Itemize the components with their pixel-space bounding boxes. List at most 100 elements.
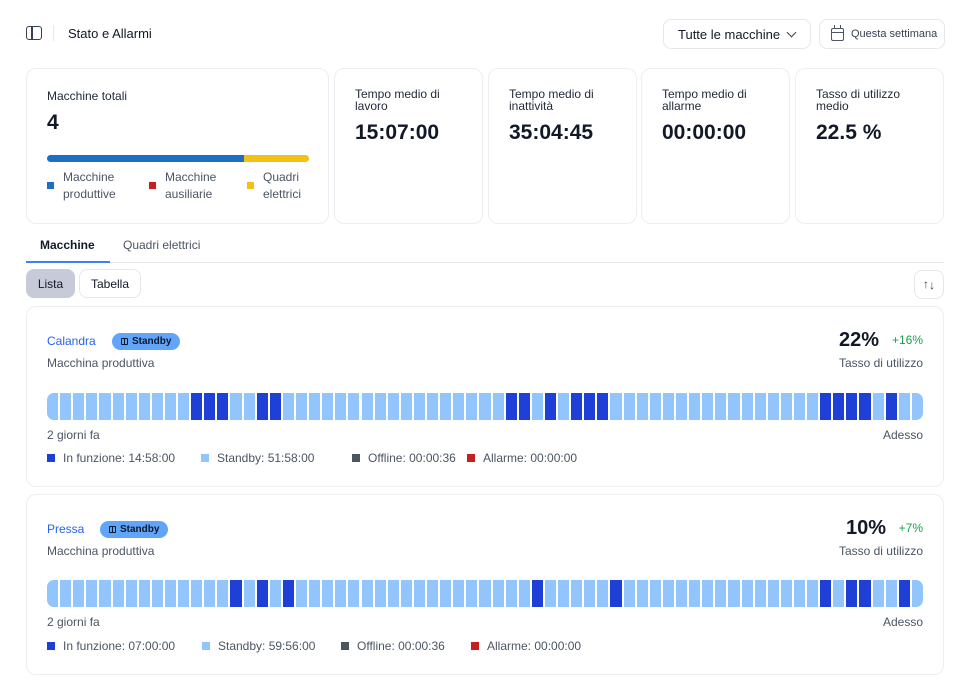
timeline-segment-standby[interactable] (164, 393, 177, 420)
timeline-segment-running[interactable] (269, 393, 281, 420)
period-picker-button[interactable]: Questa settimana (819, 19, 945, 49)
timeline-segment-standby[interactable] (780, 393, 792, 420)
timeline-segment-standby[interactable] (295, 580, 308, 607)
timeline-segment-running[interactable] (846, 580, 858, 607)
timeline-segment-standby[interactable] (872, 393, 884, 420)
timeline-segment-standby[interactable] (440, 580, 452, 607)
timeline-segment-standby[interactable] (793, 580, 806, 607)
timeline-segment-standby[interactable] (741, 393, 753, 420)
timeline-segment-standby[interactable] (387, 393, 399, 420)
timeline-segment-standby[interactable] (807, 393, 819, 420)
timeline-segment-running[interactable] (256, 393, 268, 420)
machine-name[interactable]: Pressa (47, 522, 85, 536)
timeline-segment-running[interactable] (885, 393, 897, 420)
timeline-segment-standby[interactable] (479, 580, 491, 607)
timeline-segment-standby[interactable] (623, 580, 635, 607)
sort-button[interactable]: ↑ ↓ (914, 270, 944, 299)
timeline-segment-standby[interactable] (151, 580, 163, 607)
timeline-segment-standby[interactable] (558, 393, 570, 420)
timeline-segment-running[interactable] (833, 393, 845, 420)
timeline-segment-standby[interactable] (741, 580, 753, 607)
timeline-segment-standby[interactable] (649, 393, 661, 420)
timeline-segment-standby[interactable] (584, 580, 596, 607)
timeline-segment-standby[interactable] (885, 580, 897, 607)
tab-macchine[interactable]: Macchine (40, 238, 95, 252)
timeline-segment-standby[interactable] (911, 580, 923, 607)
timeline-segment-standby[interactable] (636, 393, 648, 420)
timeline-segment-standby[interactable] (178, 393, 190, 420)
timeline-segment-standby[interactable] (715, 393, 727, 420)
timeline-segment-standby[interactable] (898, 393, 910, 420)
timeline-segment-standby[interactable] (400, 580, 412, 607)
timeline-segment-standby[interactable] (780, 580, 792, 607)
timeline-segment-standby[interactable] (715, 580, 727, 607)
timeline-segment-standby[interactable] (453, 580, 465, 607)
timeline-segment-running[interactable] (859, 393, 871, 420)
timeline-segment-standby[interactable] (335, 393, 347, 420)
timeline-segment-running[interactable] (584, 393, 596, 420)
timeline-segment-running[interactable] (518, 393, 530, 420)
timeline-segment-standby[interactable] (413, 393, 426, 420)
timeline-segment-standby[interactable] (702, 393, 714, 420)
timeline-segment-standby[interactable] (400, 393, 412, 420)
timeline-segment-standby[interactable] (112, 580, 124, 607)
timeline-segment-standby[interactable] (662, 580, 674, 607)
timeline-segment-standby[interactable] (86, 580, 98, 607)
timeline-segment-standby[interactable] (767, 393, 779, 420)
timeline-segment-standby[interactable] (793, 393, 806, 420)
timeline-segment-standby[interactable] (767, 580, 779, 607)
timeline-segment-standby[interactable] (676, 580, 688, 607)
timeline-segment-standby[interactable] (99, 580, 111, 607)
tab-quadri-elettrici[interactable]: Quadri elettrici (123, 238, 201, 252)
timeline-segment-standby[interactable] (649, 580, 661, 607)
timeline-segment-running[interactable] (191, 393, 203, 420)
timeline-segment-standby[interactable] (348, 580, 360, 607)
timeline-segment-standby[interactable] (492, 393, 504, 420)
timeline-segment-standby[interactable] (754, 393, 766, 420)
timeline-segment-standby[interactable] (309, 393, 321, 420)
timeline-segment-standby[interactable] (112, 393, 124, 420)
timeline-segment-standby[interactable] (413, 580, 426, 607)
timeline-segment-running[interactable] (256, 580, 268, 607)
timeline-segment-standby[interactable] (73, 393, 85, 420)
timeline-segment-running[interactable] (610, 580, 622, 607)
timeline-segment-standby[interactable] (322, 580, 334, 607)
timeline-segment-standby[interactable] (125, 393, 137, 420)
timeline-segment-standby[interactable] (243, 393, 255, 420)
timeline-segment-running[interactable] (217, 393, 229, 420)
timeline-segment-standby[interactable] (47, 580, 59, 607)
timeline-segment-standby[interactable] (60, 393, 72, 420)
timeline-segment-standby[interactable] (623, 393, 635, 420)
timeline-segment-standby[interactable] (689, 393, 701, 420)
timeline-segment-standby[interactable] (374, 580, 386, 607)
timeline-segment-standby[interactable] (138, 393, 150, 420)
view-list-button[interactable]: Lista (26, 269, 75, 298)
machine-filter-select[interactable]: Tutte le macchine (663, 19, 811, 49)
timeline-segment-standby[interactable] (178, 580, 190, 607)
timeline-segment-standby[interactable] (466, 393, 478, 420)
timeline-segment-standby[interactable] (243, 580, 255, 607)
timeline-segment-running[interactable] (898, 580, 910, 607)
timeline-segment-standby[interactable] (322, 393, 334, 420)
timeline-segment-running[interactable] (531, 580, 543, 607)
timeline-segment-standby[interactable] (164, 580, 177, 607)
timeline-segment-standby[interactable] (479, 393, 491, 420)
timeline-segment-standby[interactable] (610, 393, 622, 420)
machine-name[interactable]: Calandra (47, 334, 96, 348)
timeline-segment-running[interactable] (571, 393, 583, 420)
timeline-segment-standby[interactable] (295, 393, 308, 420)
timeline-segment-standby[interactable] (86, 393, 98, 420)
timeline-segment-standby[interactable] (60, 580, 72, 607)
machine-card-calandra[interactable]: Calandra Standby Macchina produttiva 22%… (26, 306, 944, 487)
timeline-segment-standby[interactable] (138, 580, 150, 607)
timeline-segment-running[interactable] (820, 393, 832, 420)
timeline-segment-standby[interactable] (73, 580, 85, 607)
timeline-segment-standby[interactable] (361, 580, 373, 607)
timeline-segment-standby[interactable] (702, 580, 714, 607)
timeline-segment-standby[interactable] (348, 393, 360, 420)
timeline-segment-running[interactable] (597, 393, 609, 420)
timeline-segment-standby[interactable] (453, 393, 465, 420)
timeline-segment-standby[interactable] (466, 580, 478, 607)
timeline-segment-standby[interactable] (335, 580, 347, 607)
timeline-segment-standby[interactable] (230, 393, 242, 420)
